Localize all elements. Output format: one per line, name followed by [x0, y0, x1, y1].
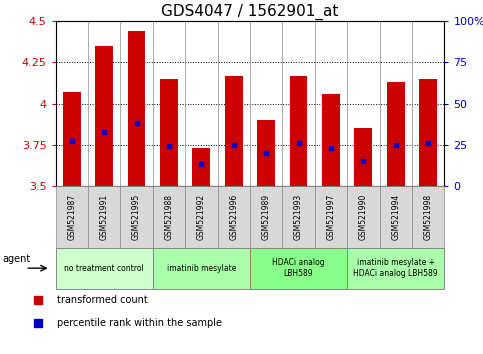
Text: GSM521989: GSM521989	[262, 194, 270, 240]
Text: GSM521997: GSM521997	[327, 194, 336, 240]
Text: percentile rank within the sample: percentile rank within the sample	[57, 318, 222, 328]
Bar	[347, 186, 380, 248]
Text: GSM521988: GSM521988	[164, 194, 173, 240]
Title: GDS4047 / 1562901_at: GDS4047 / 1562901_at	[161, 4, 339, 20]
Text: no treatment control: no treatment control	[64, 264, 144, 273]
Bar	[56, 186, 88, 248]
Bar	[120, 186, 153, 248]
Bar	[192, 148, 210, 186]
Bar	[257, 120, 275, 186]
Bar	[153, 186, 185, 248]
Text: GSM521993: GSM521993	[294, 194, 303, 240]
Bar	[250, 186, 283, 248]
Text: GSM521991: GSM521991	[99, 194, 109, 240]
Text: GSM521996: GSM521996	[229, 194, 238, 240]
Bar	[95, 46, 113, 186]
Text: GSM521995: GSM521995	[132, 194, 141, 240]
Bar	[56, 248, 153, 289]
Bar	[88, 186, 120, 248]
Bar	[217, 186, 250, 248]
Text: GSM521992: GSM521992	[197, 194, 206, 240]
Bar	[185, 186, 217, 248]
Text: GSM521990: GSM521990	[359, 194, 368, 240]
Text: imatinib mesylate +
HDACi analog LBH589: imatinib mesylate + HDACi analog LBH589	[354, 258, 438, 278]
Text: HDACi analog
LBH589: HDACi analog LBH589	[272, 258, 325, 278]
Bar	[419, 79, 437, 186]
Bar	[63, 92, 81, 186]
Text: GSM521998: GSM521998	[424, 194, 433, 240]
Bar	[290, 75, 308, 186]
Text: transformed count: transformed count	[57, 295, 148, 305]
Bar	[387, 82, 405, 186]
Bar	[355, 128, 372, 186]
Bar	[380, 186, 412, 248]
Text: GSM521987: GSM521987	[67, 194, 76, 240]
Bar	[153, 248, 250, 289]
Text: imatinib mesylate: imatinib mesylate	[167, 264, 236, 273]
Text: agent: agent	[2, 254, 30, 264]
Bar	[250, 248, 347, 289]
Text: GSM521994: GSM521994	[391, 194, 400, 240]
Bar	[160, 79, 178, 186]
Bar	[283, 186, 315, 248]
Bar	[225, 75, 242, 186]
Bar	[315, 186, 347, 248]
Bar	[412, 186, 444, 248]
Bar	[347, 248, 444, 289]
Bar	[322, 94, 340, 186]
Bar	[128, 31, 145, 186]
